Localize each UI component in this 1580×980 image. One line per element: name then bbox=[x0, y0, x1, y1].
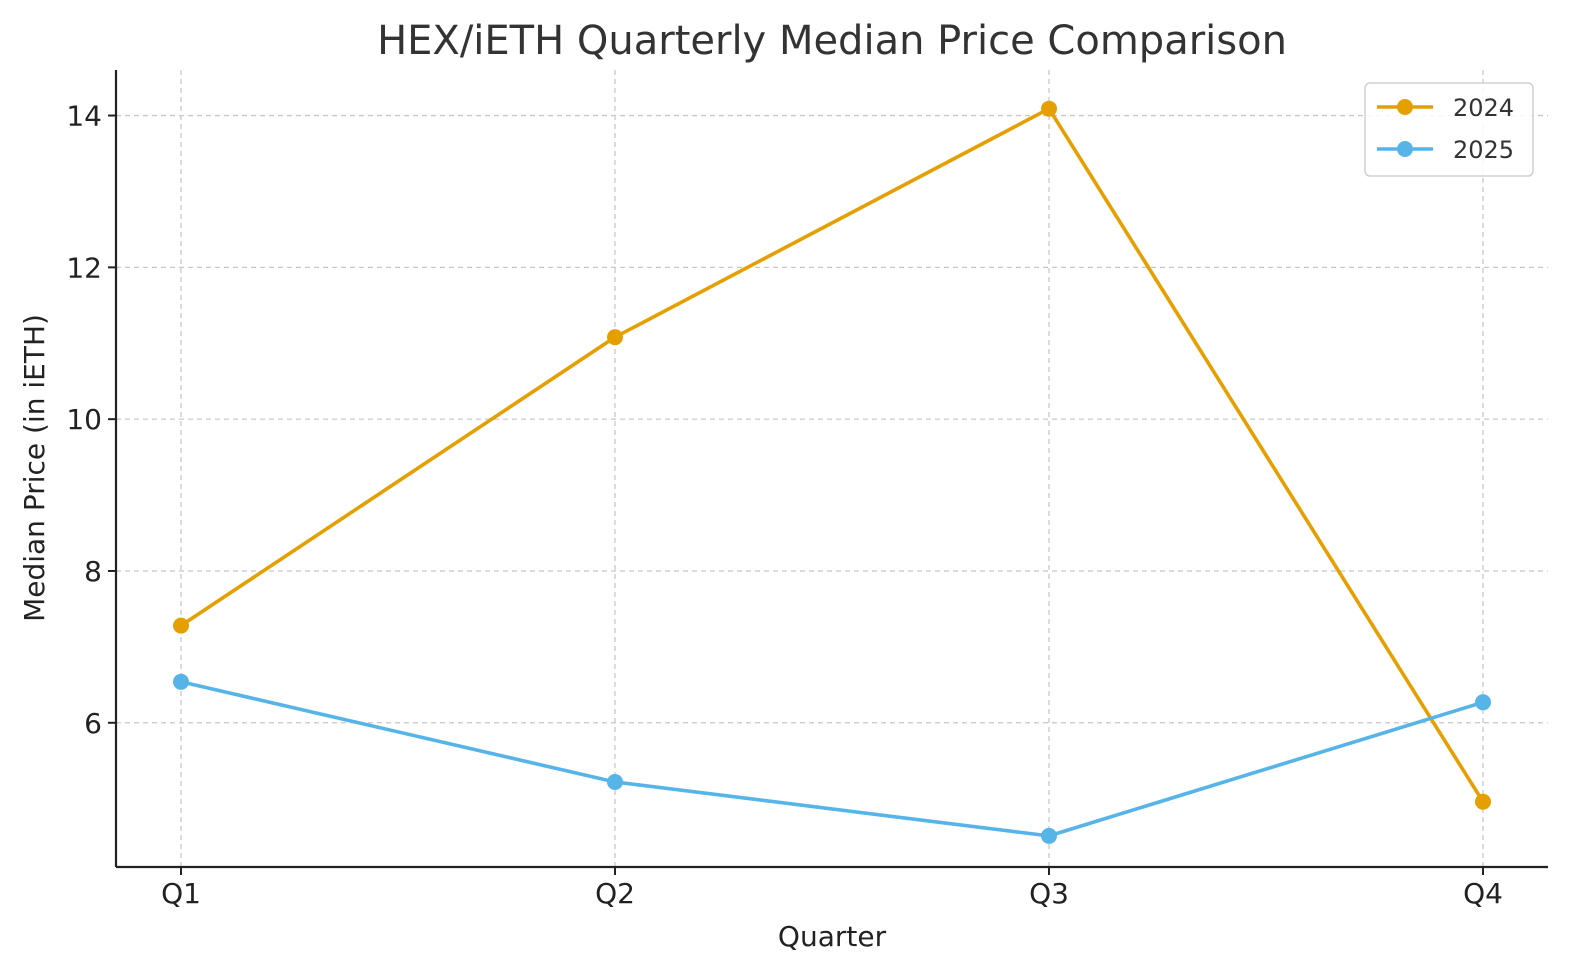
y-tick-label-12: 12 bbox=[66, 251, 102, 284]
legend-label-2024: 2024 bbox=[1453, 94, 1514, 122]
series-2025 bbox=[173, 673, 1491, 844]
y-axis-label: Median Price (in iETH) bbox=[18, 314, 51, 622]
y-tick-label-6: 6 bbox=[84, 707, 102, 740]
x-axis-label: Quarter bbox=[778, 920, 887, 953]
legend-label-2025: 2025 bbox=[1453, 136, 1514, 164]
x-tick-label-q2: Q2 bbox=[595, 877, 635, 910]
data-point-2025-q4 bbox=[1475, 694, 1491, 711]
x-tick-label-q1: Q1 bbox=[161, 877, 201, 910]
legend-item-2025: 2025 bbox=[1377, 136, 1514, 164]
y-tick-label-8: 8 bbox=[84, 555, 102, 588]
legend-swatch-marker-2024 bbox=[1397, 99, 1413, 115]
series-line-2024 bbox=[179, 106, 1485, 804]
legend-swatch-marker-2025 bbox=[1397, 141, 1413, 157]
data-point-2025-q3 bbox=[1041, 827, 1057, 844]
y-tick-label-14: 14 bbox=[66, 100, 102, 133]
data-point-2024-q4 bbox=[1475, 793, 1491, 810]
series-2024 bbox=[173, 100, 1491, 810]
data-point-2024-q1 bbox=[173, 617, 189, 634]
legend: 2024 2025 bbox=[1364, 82, 1534, 177]
axes: Q1 Q2 Q3 Q4 6 8 10 12 14 bbox=[66, 70, 1548, 910]
chart-title: HEX/iETH Quarterly Median Price Comparis… bbox=[377, 18, 1287, 64]
data-point-2024-q2 bbox=[607, 329, 623, 346]
legend-item-2024: 2024 bbox=[1377, 94, 1514, 122]
x-tick-label-q3: Q3 bbox=[1029, 877, 1069, 910]
data-point-2025-q1 bbox=[173, 673, 189, 690]
x-tick-label-q4: Q4 bbox=[1463, 877, 1503, 910]
series-line-2025 bbox=[179, 679, 1485, 838]
series-group bbox=[173, 100, 1491, 844]
data-point-2025-q2 bbox=[607, 773, 623, 790]
y-tick-label-10: 10 bbox=[66, 403, 102, 436]
grid bbox=[116, 70, 1548, 867]
data-point-2024-q3 bbox=[1041, 100, 1057, 117]
